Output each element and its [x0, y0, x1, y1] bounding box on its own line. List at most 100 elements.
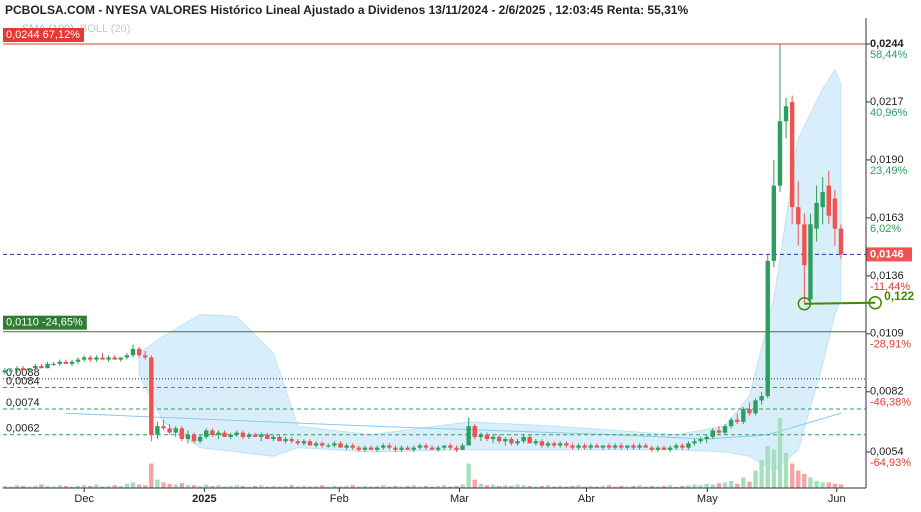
volume-bar	[496, 485, 502, 488]
volume-bar	[472, 479, 477, 488]
volume-bar	[704, 483, 709, 488]
volume-bar	[728, 481, 734, 488]
volume-bar	[777, 418, 783, 488]
candle-body	[33, 366, 38, 369]
x-tick-label: 2025	[192, 493, 216, 505]
x-tick-label: Mar	[450, 493, 469, 505]
candle-body	[533, 441, 539, 444]
candle-body	[814, 202, 819, 229]
candle-body	[320, 443, 325, 446]
volume-bar	[832, 483, 838, 488]
candle-body	[423, 445, 429, 448]
volume-bar	[381, 485, 386, 488]
candle-body	[667, 447, 673, 450]
candle-body	[796, 207, 801, 225]
candle-body	[277, 436, 282, 442]
candle-body	[289, 439, 294, 442]
volume-bar	[838, 484, 844, 488]
volume-bar	[283, 485, 288, 488]
volume-bar	[515, 484, 520, 488]
volume-bar	[625, 486, 630, 488]
volume-bar	[588, 485, 593, 488]
candle-body	[606, 445, 612, 448]
candle-body	[655, 447, 661, 450]
candle-body	[582, 445, 587, 448]
candle-body	[612, 445, 618, 448]
volume-bar	[265, 486, 270, 488]
candle-body	[112, 357, 117, 360]
volume-bar	[698, 485, 703, 488]
y-tick-label: 0,0054	[870, 446, 904, 458]
level-tag: -24,65%	[42, 317, 83, 329]
level-label: 0,0084	[6, 375, 40, 387]
volume-bar	[167, 483, 172, 488]
candle-body	[161, 426, 166, 429]
volume-bar	[94, 484, 99, 488]
candle-body	[210, 430, 215, 435]
candle-body	[57, 361, 62, 364]
volume-bar	[301, 485, 307, 488]
volume-bar	[81, 485, 87, 488]
volume-bar	[124, 483, 130, 488]
candle-body	[472, 426, 477, 437]
volume-bar	[69, 486, 75, 488]
volume-bar	[686, 485, 691, 488]
volume-bar	[33, 485, 38, 488]
volume-bar	[435, 485, 441, 488]
candle-body	[588, 445, 593, 448]
candle-body	[820, 192, 825, 208]
volume-bar	[612, 486, 618, 488]
volume-bar	[2, 485, 8, 488]
volume-bar	[106, 485, 111, 488]
candle-body	[460, 445, 465, 450]
candle-body	[417, 445, 423, 448]
candle-body	[338, 443, 343, 448]
volume-bar	[454, 485, 459, 488]
y-tick-label: 0,0163	[870, 212, 904, 224]
candle-body	[222, 432, 227, 437]
candle-body	[185, 434, 191, 440]
level-label: 0,0110	[6, 317, 39, 329]
candle-body	[545, 443, 551, 446]
volume-bar	[655, 486, 661, 488]
volume-bar	[631, 485, 636, 488]
candle-body	[802, 224, 807, 266]
candle-body	[722, 426, 728, 433]
volume-bar	[313, 485, 319, 488]
volume-bar	[118, 485, 123, 488]
y-tick-return: -64,93%	[870, 457, 911, 469]
candle-body	[466, 426, 471, 446]
level-badge	[3, 315, 87, 330]
candle-body	[661, 447, 667, 450]
candle-body	[838, 228, 844, 255]
candle-body	[509, 439, 514, 444]
candle-body	[20, 368, 26, 371]
candle-body	[741, 408, 746, 422]
candle-body	[81, 357, 87, 360]
candle-body	[399, 447, 404, 450]
candle-body	[496, 436, 502, 442]
y-tick-label: 0,0244	[870, 38, 905, 50]
volume-bar	[295, 486, 300, 488]
candle-body	[551, 443, 557, 446]
volume-bar	[460, 484, 465, 488]
volume-bar	[277, 486, 282, 488]
volume-bar	[149, 463, 154, 488]
candle-body	[27, 368, 32, 371]
candle-body	[332, 443, 337, 446]
candle-body	[728, 419, 734, 427]
volume-bar	[136, 484, 142, 488]
volume-bar	[814, 481, 819, 488]
volume-bar	[637, 485, 642, 488]
candle-body	[789, 101, 795, 208]
volume-bar	[789, 463, 795, 488]
volume-bar	[466, 463, 471, 488]
level-badge	[3, 27, 84, 42]
level-label: 0,0244	[6, 29, 40, 41]
candle-body	[564, 443, 569, 446]
volume-bar	[484, 485, 490, 488]
candle-body	[14, 368, 20, 371]
candle-body	[435, 447, 441, 450]
candle-body	[326, 445, 331, 447]
